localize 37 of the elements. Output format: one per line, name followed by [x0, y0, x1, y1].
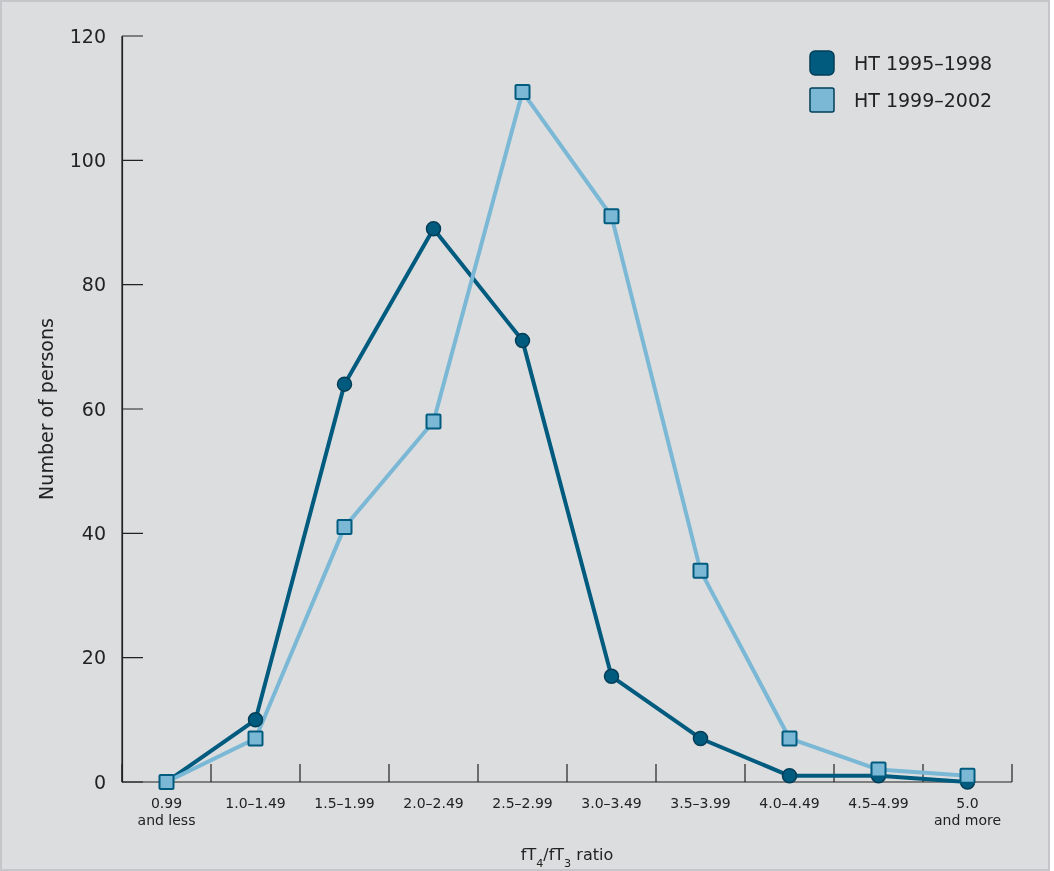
x-tick-label: 3.5–3.99 [670, 795, 731, 811]
x-tick-label: 3.0–3.49 [581, 795, 642, 811]
y-tick-label: 100 [69, 148, 106, 171]
legend-label: HT 1995–1998 [854, 51, 993, 74]
x-tick-label: 2.5–2.99 [492, 795, 553, 811]
x-tick-label: 1.5–1.99 [314, 795, 375, 811]
point [603, 668, 620, 685]
y-tick-label: 60 [81, 397, 106, 420]
x-tick-label: 4.5–4.99 [848, 795, 909, 811]
point [336, 519, 353, 536]
point [514, 83, 531, 100]
y-tick-label: 0 [93, 770, 106, 793]
x-tick-label: 2.0–2.49 [403, 795, 464, 811]
x-tick-label: 4.0–4.49 [759, 795, 820, 811]
point [781, 768, 798, 784]
x-axis-title: fT$_{4}$/fT$_{3}$ ratio [520, 845, 614, 870]
point [247, 730, 264, 747]
point [959, 767, 976, 784]
point [603, 208, 620, 225]
x-tick-label: 5.0 and more [933, 795, 1002, 828]
point [781, 730, 798, 747]
point [692, 730, 709, 747]
point [247, 712, 264, 728]
point [870, 761, 887, 778]
point [336, 376, 353, 392]
point [692, 562, 709, 579]
x-tick-label: 0.99 and less [137, 795, 196, 828]
y-axis-title: Number of persons [35, 318, 57, 500]
point [425, 413, 442, 430]
x-tick-label: 1.0–1.49 [225, 795, 286, 811]
point [514, 332, 531, 349]
point [425, 220, 442, 237]
y-tick-label: 80 [81, 273, 106, 296]
legend-label: HT 1999–2002 [854, 88, 993, 111]
y-tick-label: 20 [81, 646, 106, 669]
y-tick-label: 120 [69, 24, 106, 47]
y-tick-label: 40 [81, 521, 106, 544]
